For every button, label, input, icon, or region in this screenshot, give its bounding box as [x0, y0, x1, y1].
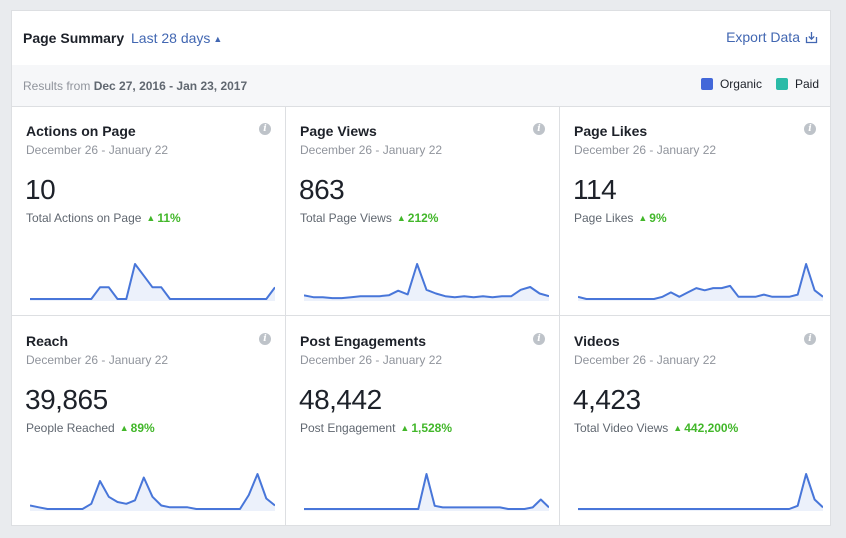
sparkline-area: [578, 474, 823, 511]
sparkline-chart: [30, 263, 275, 301]
change-indicator: ▲ 11%: [146, 211, 180, 225]
change-percent: 89%: [130, 421, 155, 435]
sparkline-line: [30, 263, 275, 300]
export-data-button[interactable]: Export Data: [726, 29, 818, 45]
organic-swatch: [700, 78, 713, 90]
card-page-likes[interactable]: Page Likes December 26 - January 22 i 114 Pa…: [560, 106, 830, 316]
legend-item-paid: Paid: [775, 77, 819, 91]
change-percent: 212%: [407, 211, 439, 225]
card-date-range: December 26 - January 22: [300, 353, 443, 367]
card-subtitle: Post Engagement: [300, 421, 396, 435]
change-percent: 1,528%: [411, 421, 453, 435]
card-post-engagements[interactable]: Post Engagements December 26 - January 22…: [286, 316, 560, 526]
up-triangle-icon: ▲: [119, 423, 129, 433]
card-value: 48,442: [299, 384, 382, 415]
info-icon[interactable]: i: [804, 123, 816, 135]
card-value: 39,865: [25, 384, 108, 415]
up-triangle-icon: ▲: [146, 213, 156, 223]
change-percent: 11%: [157, 211, 181, 225]
card-subtitle-row: Total Page Views ▲ 212%: [300, 211, 438, 225]
page-title: Page Summary: [23, 30, 125, 46]
card-title: Post Engagements: [300, 333, 427, 349]
card-subtitle-row: People Reached ▲ 89%: [26, 421, 155, 435]
change-percent: 9%: [649, 211, 667, 225]
card-subtitle: Page Likes: [574, 211, 634, 225]
card-reach[interactable]: Reach December 26 - January 22 i 39,865 Peop…: [12, 316, 286, 526]
card-date-range: December 26 - January 22: [300, 143, 443, 157]
up-triangle-icon: ▲: [638, 213, 648, 223]
chart-legend: Organic Paid: [687, 77, 819, 91]
card-title: Page Views: [300, 123, 377, 139]
sparkline-area: [304, 264, 549, 301]
info-icon[interactable]: i: [804, 333, 816, 345]
change-indicator: ▲ 1,528%: [400, 421, 452, 435]
up-triangle-icon: ▲: [400, 423, 410, 433]
card-page-views[interactable]: Page Views December 26 - January 22 i 863 To…: [286, 106, 560, 316]
legend-item-organic: Organic: [700, 77, 762, 91]
sparkline-chart: [30, 473, 275, 511]
card-subtitle-row: Total Video Views ▲ 442,200%: [574, 421, 738, 435]
sparkline-line: [578, 263, 823, 300]
sparkline-line: [304, 473, 549, 510]
export-data-label: Export Data: [726, 29, 800, 45]
sparkline-area: [30, 264, 275, 301]
sparkline-area: [304, 474, 549, 511]
date-range-label: Last 28 days: [131, 30, 211, 46]
card-value: 114: [573, 174, 617, 205]
card-title: Page Likes: [574, 123, 648, 139]
sparkline-chart: [578, 263, 823, 301]
up-triangle-icon: ▲: [673, 423, 683, 433]
card-title: Reach: [26, 333, 69, 349]
paid-swatch: [775, 78, 788, 90]
card-date-range: December 26 - January 22: [574, 353, 717, 367]
sparkline-chart: [304, 473, 549, 511]
info-icon[interactable]: i: [259, 123, 271, 135]
sparkline-line: [578, 473, 823, 510]
sparkline-line: [30, 473, 275, 510]
sparkline-chart: [304, 263, 549, 301]
sparkline-line: [304, 263, 549, 300]
info-icon[interactable]: i: [259, 333, 271, 345]
card-date-range: December 26 - January 22: [574, 143, 717, 157]
card-title: Videos: [574, 333, 620, 349]
card-date-range: December 26 - January 22: [26, 353, 169, 367]
card-value: 863: [299, 174, 345, 205]
change-indicator: ▲ 89%: [120, 421, 155, 435]
card-value: 4,423: [573, 384, 641, 415]
up-triangle-icon: ▲: [396, 213, 406, 223]
card-subtitle-row: Total Actions on Page ▲ 11%: [26, 211, 181, 225]
card-date-range: December 26 - January 22: [26, 143, 169, 157]
card-title: Actions on Page: [26, 123, 136, 139]
card-actions-on-page[interactable]: Actions on Page December 26 - January 22 i…: [12, 106, 286, 316]
download-icon: [805, 31, 818, 43]
change-indicator: ▲ 9%: [638, 211, 666, 225]
sparkline-area: [578, 264, 823, 301]
card-subtitle: Total Page Views: [300, 211, 392, 225]
up-down-arrows-icon: ▲︎: [213, 34, 223, 44]
sparkline-chart: [578, 473, 823, 511]
card-subtitle-row: Page Likes ▲ 9%: [574, 211, 667, 225]
change-indicator: ▲ 442,200%: [673, 421, 738, 435]
info-icon[interactable]: i: [533, 123, 545, 135]
results-bar: Results from Dec 27, 2016 - Jan 23, 2017…: [12, 65, 830, 107]
info-icon[interactable]: i: [533, 333, 545, 345]
card-subtitle: Total Video Views: [574, 421, 669, 435]
sparkline-area: [30, 474, 275, 511]
page-summary-panel: Page Summary Last 28 days ▲︎ Export Data …: [11, 10, 831, 526]
card-subtitle: People Reached: [26, 421, 115, 435]
results-range-text: Results from Dec 27, 2016 - Jan 23, 2017: [23, 79, 248, 93]
change-indicator: ▲ 212%: [397, 211, 439, 225]
card-videos[interactable]: Videos December 26 - January 22 i 4,423 Tota…: [560, 316, 830, 526]
panel-header: Page Summary Last 28 days ▲︎ Export Data: [12, 11, 830, 66]
card-value: 10: [25, 174, 56, 205]
change-percent: 442,200%: [684, 421, 739, 435]
date-range-selector[interactable]: Last 28 days ▲︎: [131, 30, 222, 46]
card-subtitle: Total Actions on Page: [26, 211, 142, 225]
card-subtitle-row: Post Engagement ▲ 1,528%: [300, 421, 452, 435]
